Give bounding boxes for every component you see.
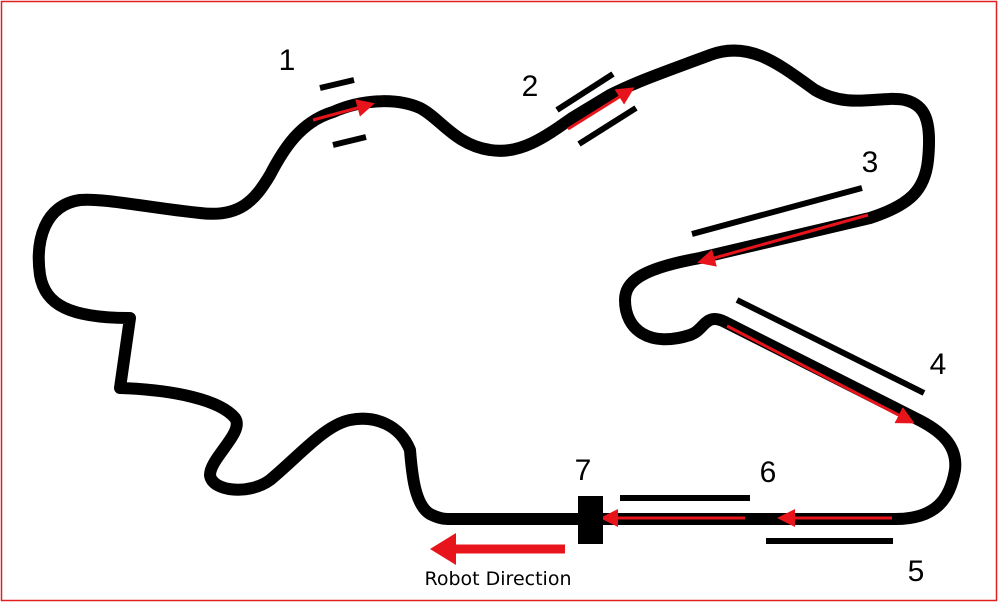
zone3-bar xyxy=(691,185,863,237)
zone4-bar xyxy=(735,297,926,396)
zone-label-6: 6 xyxy=(760,456,777,489)
zone-label-7: 7 xyxy=(575,454,592,487)
zone-label-1: 1 xyxy=(279,44,296,77)
zone-label-4: 4 xyxy=(930,348,947,381)
zone4-direction-arrow xyxy=(726,324,915,424)
zone7-start-finish-block xyxy=(578,496,603,544)
zone3-direction-arrow xyxy=(697,213,869,267)
zone-label-3: 3 xyxy=(862,146,879,179)
robot-direction-arrowhead xyxy=(430,533,456,565)
zone1-lower-bar xyxy=(332,134,367,148)
zone-label-2: 2 xyxy=(522,70,539,103)
robot-direction-label: Robot Direction xyxy=(425,568,572,590)
track-path xyxy=(32,44,962,525)
zone2-lower-bar xyxy=(577,105,638,147)
zone-label-5: 5 xyxy=(908,555,925,588)
zone1-direction-arrow xyxy=(312,99,375,122)
zone2-direction-arrow xyxy=(567,87,635,131)
zone1-upper-bar xyxy=(319,77,355,91)
zone2-upper-bar xyxy=(555,71,615,113)
